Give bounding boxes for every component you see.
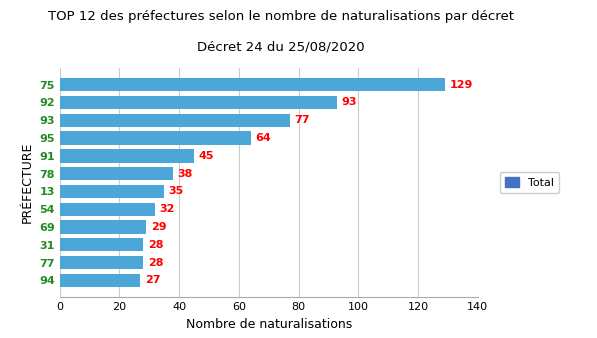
Text: 28: 28	[148, 240, 163, 250]
Bar	[60, 238, 143, 251]
Bar	[60, 167, 173, 180]
Text: 129: 129	[449, 80, 473, 90]
Text: 38: 38	[178, 169, 193, 178]
Bar	[60, 220, 146, 234]
Text: 28: 28	[148, 258, 163, 268]
Bar	[60, 185, 164, 198]
Text: 77: 77	[294, 115, 309, 125]
Legend: Total: Total	[500, 172, 559, 193]
Text: 45: 45	[198, 151, 214, 161]
Bar	[60, 256, 143, 269]
Bar	[60, 78, 445, 91]
Text: Décret 24 du 25/08/2020: Décret 24 du 25/08/2020	[197, 41, 364, 53]
X-axis label: Nombre de naturalisations: Nombre de naturalisations	[186, 318, 352, 331]
Text: 64: 64	[255, 133, 271, 143]
Bar	[60, 114, 290, 127]
Text: 35: 35	[169, 187, 184, 196]
Text: 93: 93	[341, 97, 357, 107]
Text: 32: 32	[160, 204, 175, 214]
Text: TOP 12 des préfectures selon le nombre de naturalisations par décret: TOP 12 des préfectures selon le nombre d…	[48, 10, 513, 23]
Text: 29: 29	[150, 222, 167, 232]
Bar	[60, 202, 155, 216]
Bar	[60, 131, 251, 145]
Text: 27: 27	[144, 275, 160, 285]
Bar	[60, 149, 194, 163]
Bar	[60, 96, 337, 109]
Y-axis label: PRÉFECTURE: PRÉFECTURE	[20, 142, 33, 223]
Bar	[60, 274, 140, 287]
